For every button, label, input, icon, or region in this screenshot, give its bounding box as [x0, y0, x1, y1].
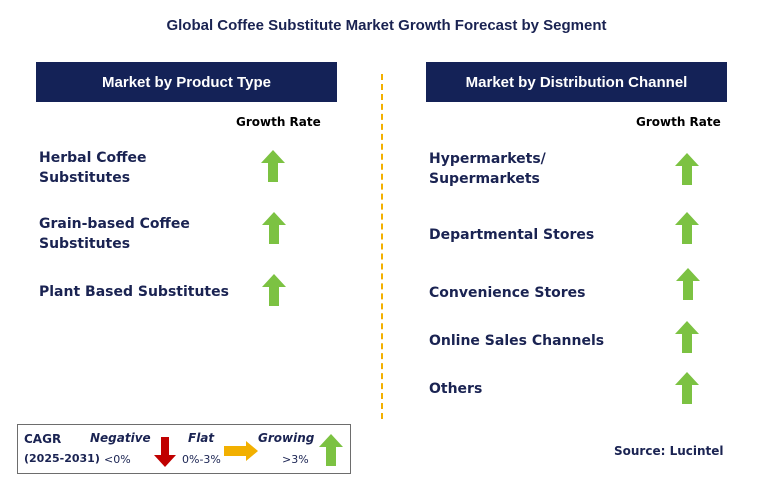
legend-flat-range: 0%-3% [182, 453, 221, 466]
segment-label-line2: Supermarkets [429, 171, 540, 187]
legend-cagr-label: CAGR [24, 432, 62, 446]
product-type-item-3: Plant Based Substitutes [39, 282, 229, 302]
product-type-header: Market by Product Type [36, 62, 337, 102]
page-title: Global Coffee Substitute Market Growth F… [166, 17, 607, 34]
panel-divider [381, 74, 383, 419]
growing-arrow-icon [675, 372, 699, 404]
growing-arrow-icon [675, 212, 699, 244]
legend-negative-range: <0% [104, 453, 131, 466]
legend-growing-label: Growing [258, 431, 315, 445]
growing-arrow-icon [261, 150, 285, 182]
green-up-arrow-icon [319, 434, 343, 471]
legend-flat-label: Flat [188, 431, 215, 445]
distribution-item-3: Convenience Stores [429, 283, 586, 303]
segment-label-line2: Substitutes [39, 170, 131, 186]
distribution-growth-label: Growth Rate [636, 115, 721, 129]
growing-arrow-icon [675, 153, 699, 185]
product-type-item-1: Herbal Coffee Substitutes [39, 148, 146, 188]
product-type-item-2: Grain-based Coffee Substitutes [39, 214, 190, 254]
segment-label-line1: Plant Based Substitutes [39, 284, 229, 300]
source-note: Source: Lucintel [614, 444, 724, 458]
product-type-growth-label: Growth Rate [236, 115, 321, 129]
segment-label-line1: Grain-based Coffee [39, 216, 190, 232]
legend-growing-range: >3% [282, 453, 309, 466]
segment-label-line1: Convenience Stores [429, 285, 586, 301]
growing-arrow-icon [262, 274, 286, 306]
distribution-item-1: Hypermarkets/ Supermarkets [429, 149, 546, 189]
distribution-item-5: Others [429, 379, 482, 399]
cagr-legend: CAGR (2025-2031) Negative <0% Flat 0%-3%… [17, 424, 351, 474]
segment-label-line1: Hypermarkets/ [429, 151, 546, 167]
segment-label-line1: Herbal Coffee [39, 150, 147, 166]
distribution-channel-header: Market by Distribution Channel [426, 62, 727, 102]
yellow-right-arrow-icon [224, 441, 258, 466]
legend-period: (2025-2031) [24, 452, 100, 465]
segment-label-line1: Departmental Stores [429, 227, 595, 243]
segment-label-line2: Substitutes [39, 236, 131, 252]
distribution-item-2: Departmental Stores [429, 225, 594, 245]
distribution-item-4: Online Sales Channels [429, 331, 604, 351]
growing-arrow-icon [676, 268, 700, 300]
growing-arrow-icon [262, 212, 286, 244]
segment-label-line1: Others [429, 381, 483, 397]
segment-label-line1: Online Sales Channels [429, 333, 605, 349]
legend-negative-label: Negative [90, 431, 151, 445]
red-down-arrow-icon [154, 437, 176, 472]
growing-arrow-icon [675, 321, 699, 353]
